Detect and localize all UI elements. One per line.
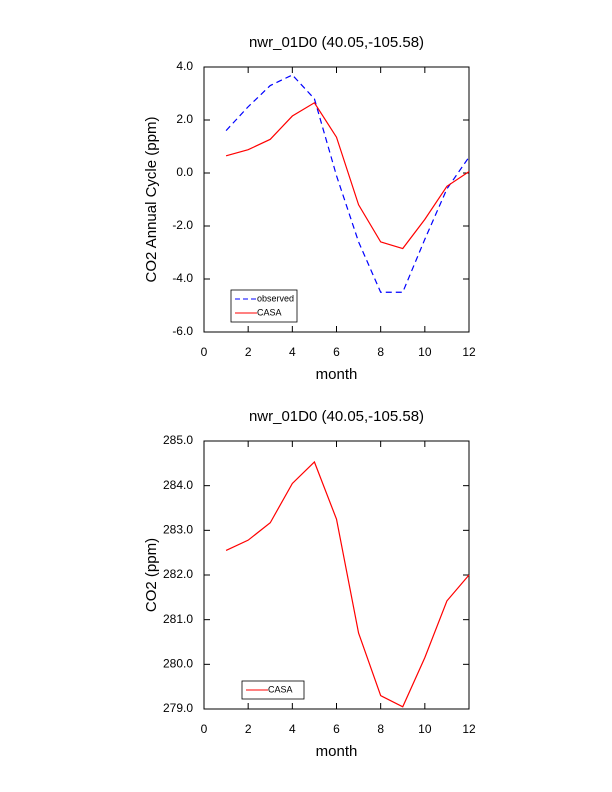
plot-frame — [203, 440, 470, 710]
data-line — [225, 101, 470, 250]
y-tick-label: 284.0 — [163, 478, 193, 492]
data-line — [225, 460, 470, 708]
y-tick-label: 0.0 — [176, 165, 193, 179]
x-tick-label: 8 — [377, 345, 384, 359]
legend: CASA — [241, 680, 305, 700]
plot-frame — [203, 66, 470, 333]
legend-box — [230, 289, 298, 323]
y-tick-label: 281.0 — [163, 612, 193, 626]
x-tick-label: 12 — [462, 722, 476, 736]
x-tick-label: 6 — [333, 345, 340, 359]
y-tick-label: -6.0 — [172, 324, 193, 338]
y-tick-label: 283.0 — [163, 523, 193, 537]
x-tick-label: 12 — [462, 345, 476, 359]
y-tick-label: -4.0 — [172, 271, 193, 285]
x-tick-label: 4 — [289, 722, 296, 736]
y-tick-label: -2.0 — [172, 218, 193, 232]
x-tick-label: 2 — [245, 722, 252, 736]
data-line — [225, 74, 470, 293]
y-tick-label: 285.0 — [163, 433, 193, 447]
legend-label: observed — [257, 293, 294, 303]
y-tick-label: 2.0 — [176, 112, 193, 126]
y-tick-label: 279.0 — [163, 701, 193, 715]
x-axis-label: month — [316, 743, 358, 760]
x-tick-label: 2 — [245, 345, 252, 359]
chart-title: nwr_01D0 (40.05,-105.58) — [249, 408, 424, 425]
legend: observed CASA — [230, 289, 298, 323]
y-axis-label: CO2 Annual Cycle (ppm) — [143, 117, 160, 283]
chart-title: nwr_01D0 (40.05,-105.58) — [249, 34, 424, 51]
x-tick-label: 10 — [418, 345, 432, 359]
y-axis-label: CO2 (ppm) — [143, 538, 160, 612]
legend-box — [241, 680, 305, 700]
x-tick-label: 6 — [333, 722, 340, 736]
y-tick-label: 280.0 — [163, 657, 193, 671]
legend-label: CASA — [268, 684, 293, 694]
x-tick-label: 0 — [201, 345, 208, 359]
x-tick-label: 4 — [289, 345, 296, 359]
y-tick-label: 282.0 — [163, 567, 193, 581]
y-tick-label: 4.0 — [176, 59, 193, 73]
x-tick-label: 0 — [201, 722, 208, 736]
legend-label: CASA — [257, 307, 282, 317]
x-tick-label: 8 — [377, 722, 384, 736]
x-tick-label: 10 — [418, 722, 432, 736]
x-axis-label: month — [316, 366, 358, 383]
